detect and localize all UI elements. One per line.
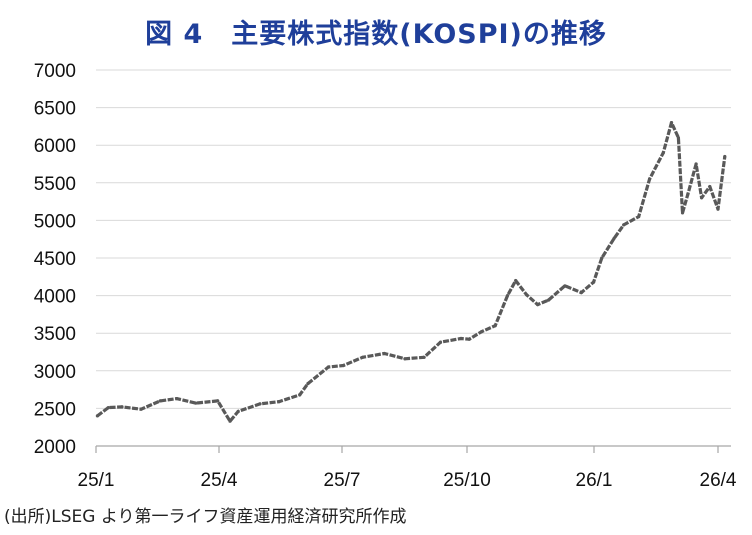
data-point xyxy=(277,400,281,404)
data-point xyxy=(669,121,674,125)
data-point xyxy=(493,324,497,328)
y-tick-label: 3000 xyxy=(34,362,76,383)
data-point xyxy=(637,215,641,219)
data-point xyxy=(592,280,596,284)
data-point xyxy=(306,382,310,386)
x-tick-label: 25/4 xyxy=(201,470,238,491)
data-point xyxy=(459,336,463,341)
grid-lines xyxy=(96,69,731,409)
data-point xyxy=(298,393,302,397)
data-point xyxy=(622,223,626,227)
chart-title: 図 4 主要株式指数(KOSPI)の推移 xyxy=(145,19,607,50)
data-point xyxy=(686,192,690,196)
data-point xyxy=(479,330,484,334)
series-group xyxy=(95,120,727,423)
y-tick-label: 5000 xyxy=(34,211,76,232)
x-tick-label: 26/1 xyxy=(576,470,613,491)
y-tick-label: 5500 xyxy=(34,174,76,195)
data-point xyxy=(95,414,99,418)
data-point xyxy=(536,303,540,307)
data-point xyxy=(676,136,681,140)
data-point xyxy=(194,401,198,405)
data-point xyxy=(258,402,262,406)
data-point xyxy=(661,151,665,155)
x-tick-label: 25/7 xyxy=(324,470,361,491)
data-point xyxy=(403,357,407,361)
data-point xyxy=(525,293,529,297)
y-tick-label: 2500 xyxy=(34,399,76,420)
data-point xyxy=(579,291,583,295)
data-point xyxy=(600,256,604,260)
data-point xyxy=(422,355,426,359)
data-point xyxy=(139,407,143,411)
data-point xyxy=(716,207,720,211)
data-point xyxy=(708,185,712,189)
data-point xyxy=(648,177,652,181)
y-tick-label: 2000 xyxy=(34,437,76,458)
x-tick-label: 25/10 xyxy=(443,470,491,491)
data-point xyxy=(106,406,110,410)
data-point xyxy=(514,279,518,283)
y-tick-label: 6000 xyxy=(34,136,76,157)
data-point xyxy=(546,298,551,302)
data-point xyxy=(236,409,240,413)
data-point xyxy=(326,365,330,369)
y-tick-label: 3500 xyxy=(34,324,76,345)
data-point xyxy=(700,196,704,200)
data-point xyxy=(612,236,616,240)
data-point xyxy=(341,363,345,368)
data-point xyxy=(175,397,179,401)
x-axis xyxy=(95,445,731,453)
data-point xyxy=(563,284,567,288)
y-tick-label: 7000 xyxy=(34,61,76,82)
data-point xyxy=(438,340,443,344)
data-point xyxy=(467,337,471,341)
data-point xyxy=(120,405,124,409)
x-axis-labels: 25/1 25/4 25/7 25/10 26/1 26/4 xyxy=(78,470,737,491)
source-note: (出所)LSEG より第一ライフ資産運用経済研究所作成 xyxy=(4,507,407,527)
data-point xyxy=(505,294,510,298)
x-tick-label: 26/4 xyxy=(700,470,737,491)
y-tick-label: 6500 xyxy=(34,99,76,120)
data-point xyxy=(382,351,386,356)
kospi-series-line xyxy=(96,120,727,423)
y-tick-label: 4500 xyxy=(34,249,76,270)
data-point xyxy=(694,162,698,166)
data-point xyxy=(361,355,365,359)
x-tick-label: 25/1 xyxy=(78,470,115,491)
data-point xyxy=(680,211,685,215)
y-axis-labels: 2000 2500 3000 3500 4000 4500 5000 5500 6000 6500… xyxy=(34,61,76,458)
data-point xyxy=(723,154,727,159)
data-point xyxy=(158,399,162,403)
y-tick-label: 4000 xyxy=(34,287,76,308)
data-point xyxy=(216,399,220,403)
data-point xyxy=(228,419,232,423)
